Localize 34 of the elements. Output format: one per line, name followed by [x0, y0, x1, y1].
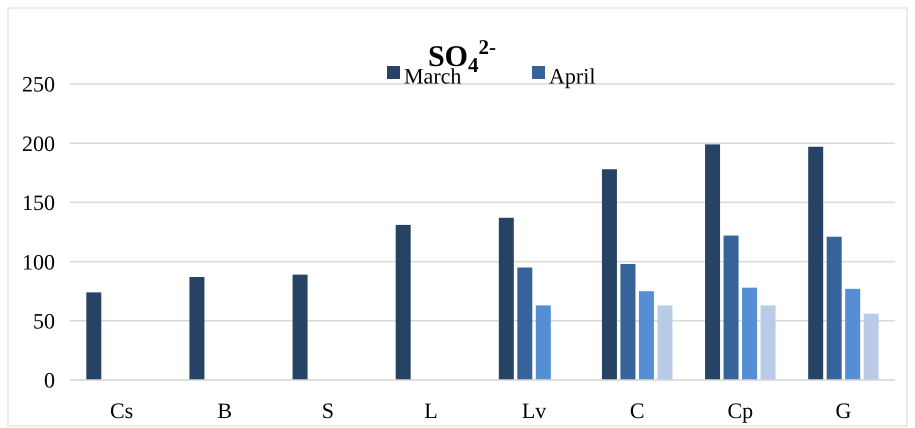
bar — [292, 274, 308, 380]
y-tick-label: 200 — [22, 130, 55, 156]
x-tick-label: C — [630, 398, 645, 423]
x-tick-label: B — [217, 398, 232, 423]
bar — [845, 288, 860, 380]
bar — [742, 288, 758, 380]
y-tick-label: 50 — [33, 308, 55, 334]
x-tick-label: S — [322, 398, 334, 423]
bar — [760, 305, 776, 380]
bar — [724, 236, 739, 380]
y-tick-label: 250 — [22, 72, 55, 97]
bar — [657, 305, 672, 380]
x-tick-label: L — [424, 398, 438, 423]
x-tick-label: Lv — [522, 398, 546, 423]
y-tick-label: 0 — [44, 368, 55, 393]
bar — [517, 268, 532, 380]
bar — [602, 169, 617, 380]
bar — [86, 292, 102, 380]
x-tick-label: Cs — [110, 398, 134, 423]
bar — [808, 146, 824, 380]
y-tick-label: 100 — [22, 249, 55, 274]
legend-label: April — [549, 64, 596, 89]
x-tick-label: G — [835, 398, 852, 423]
bar — [189, 276, 204, 380]
bar — [638, 291, 654, 380]
y-tick-label: 150 — [22, 190, 55, 216]
x-tick-label: Cp — [727, 398, 754, 423]
bar — [498, 218, 514, 380]
bar — [396, 224, 411, 380]
bar — [826, 236, 842, 380]
bar — [705, 144, 720, 380]
bar — [536, 305, 551, 380]
bar — [620, 264, 636, 380]
bar — [864, 314, 879, 380]
